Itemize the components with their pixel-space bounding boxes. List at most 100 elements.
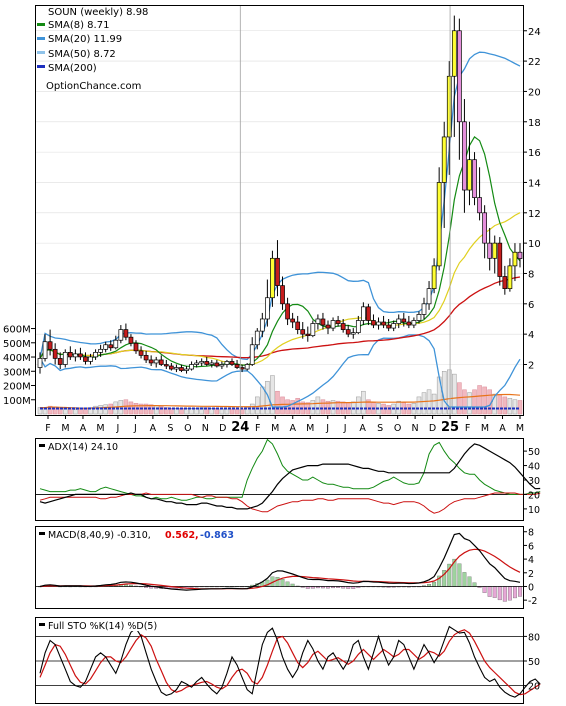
volume-bar (244, 407, 250, 415)
month-label: 25 (441, 420, 459, 435)
bollinger-lower-line (39, 334, 521, 408)
candle-body (340, 323, 346, 330)
candle-body (42, 341, 48, 359)
candle-body (254, 330, 260, 346)
volume-tick-label: 400M (3, 353, 31, 364)
candle-body (52, 348, 58, 359)
legend-swatch-sma50 (37, 51, 45, 54)
month-label: J (133, 423, 137, 434)
volume-bar (452, 373, 457, 415)
month-label: A (150, 423, 157, 434)
price-tick-label: 20 (528, 87, 541, 98)
candle-body (280, 285, 285, 305)
candle-body (67, 352, 73, 358)
candle-body (244, 364, 250, 370)
candle-body (350, 332, 356, 335)
macd-lines (36, 532, 523, 602)
macd-tick-label: 6 (528, 541, 534, 552)
legend-swatch-sma20 (37, 37, 45, 40)
month-label: N (412, 423, 419, 434)
month-label: F (45, 423, 50, 434)
volume-bar (315, 396, 321, 415)
candle-body (153, 359, 159, 364)
macd-tick-label: 8 (528, 528, 534, 539)
candle-body (497, 242, 503, 277)
price-tick-label: 4 (528, 330, 534, 341)
sto-tick-label: 80 (528, 632, 540, 643)
volume-bar (462, 389, 467, 415)
sto-tick-label: 20 (528, 682, 540, 693)
candle-body (98, 348, 103, 353)
macd-tick-label: -2 (528, 596, 537, 607)
price-tick-label: 10 (528, 239, 541, 250)
volume-bar (310, 400, 316, 415)
volume-bar (492, 393, 497, 415)
macd-histogram-bar (462, 572, 467, 587)
volume-bar (416, 396, 422, 415)
adx-tick-label: 10 (528, 505, 540, 516)
sto-tick-label: 50 (528, 657, 540, 668)
adx-label: ADX(14) 24.10 (48, 442, 118, 453)
adx-axis: 10 20 30 40 50 (523, 447, 540, 516)
macd-histogram-bar (280, 579, 285, 587)
volume-tick-label: 300M (3, 367, 31, 378)
sto-label-bg (37, 619, 155, 631)
candle-body (113, 339, 119, 349)
candle-body (487, 242, 493, 259)
legend-swatch-sma8 (37, 23, 45, 26)
candle-body (199, 361, 205, 364)
volume-average-line (40, 393, 521, 409)
price-tick-label: 16 (528, 148, 541, 159)
candle-body (477, 197, 482, 214)
volume-axis: 600M 500M 400M 300M 200M 100M (3, 325, 36, 407)
month-label: A (499, 423, 506, 434)
candle-body (446, 75, 452, 138)
adx-panel: 10 20 30 40 50 ADX(14) 24.10 (35, 438, 541, 521)
candle-body (406, 321, 412, 326)
macd-tick-label: 2 (528, 569, 534, 580)
candle-body (310, 323, 316, 337)
volume-bar (98, 405, 103, 415)
candle-body (512, 251, 518, 267)
adx-tick-label: 50 (528, 447, 540, 458)
candle-body (330, 320, 336, 329)
volume-bar (189, 408, 194, 415)
candle-body (158, 359, 164, 365)
candle-body (214, 362, 220, 367)
volume-bar (421, 392, 427, 415)
candle-body (507, 265, 513, 289)
candle-body (209, 362, 215, 365)
month-label: M (516, 423, 524, 434)
macd-histogram-bar (482, 586, 487, 593)
month-label: J (325, 423, 329, 434)
candle-body (345, 329, 351, 335)
candle-body (234, 364, 240, 368)
volume-bar (93, 405, 98, 415)
volume-bar (224, 408, 230, 415)
volume-bar (68, 408, 73, 415)
volume-bar (386, 405, 391, 415)
candle-body (396, 318, 402, 324)
candle-body (57, 358, 63, 365)
macd-histogram-bar (467, 576, 472, 587)
volume-tick-label: 500M (3, 339, 31, 350)
price-tick-label: 8 (528, 269, 534, 280)
volume-tick-label: 100M (3, 396, 31, 407)
candle-body (426, 288, 432, 305)
candle-body (517, 251, 523, 259)
sma8-line (39, 136, 521, 368)
candle-body (184, 368, 189, 371)
price-tick-label: 18 (528, 118, 541, 129)
month-label: 24 (231, 420, 249, 435)
volume-tick-label: 600M (3, 325, 31, 336)
candle-body (179, 367, 184, 371)
month-label: J (343, 423, 347, 434)
volume-bar (472, 389, 477, 415)
adx-panel-frame (35, 438, 524, 521)
macd-line (39, 532, 521, 591)
adx-label-swatch (39, 444, 45, 447)
candle-body (305, 333, 311, 337)
volume-bar (497, 394, 503, 415)
candle-body (37, 358, 43, 368)
